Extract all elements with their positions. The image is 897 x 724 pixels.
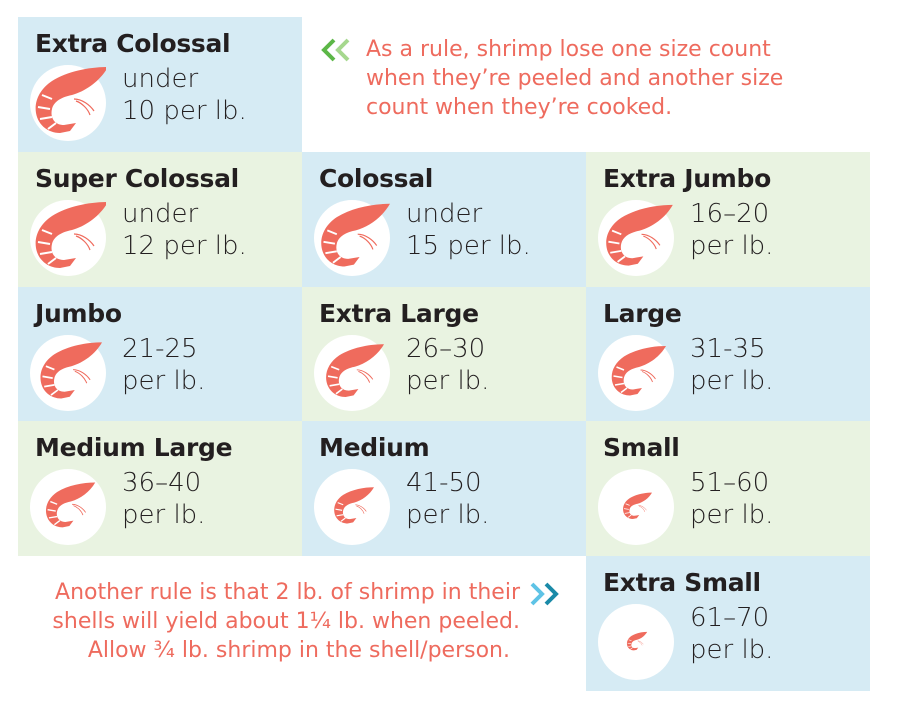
double-chevron-right-icon xyxy=(528,582,564,610)
size-cell-medium: Medium 41-50 per lb. xyxy=(302,421,586,556)
shrimp-icon xyxy=(30,469,106,545)
size-title: Super Colossal xyxy=(35,164,239,193)
shrimp-icon xyxy=(30,335,106,411)
size-title: Large xyxy=(603,299,682,328)
double-chevron-left-icon xyxy=(320,38,356,66)
size-cell-large: Large 31-35 per lb. xyxy=(586,287,870,422)
size-title: Medium xyxy=(319,433,430,462)
size-count: 31-35 per lb. xyxy=(690,334,774,396)
size-title: Extra Jumbo xyxy=(603,164,771,193)
size-title: Extra Large xyxy=(319,299,479,328)
size-count: under 12 per lb. xyxy=(122,199,247,261)
size-count: under 10 per lb. xyxy=(122,64,247,126)
shrimp-icon xyxy=(598,200,674,276)
shrimp-icon xyxy=(314,335,390,411)
yield-note: Another rule is that 2 lb. of shrimp in … xyxy=(52,580,520,663)
shrimp-icon xyxy=(30,65,106,141)
size-count: under 15 per lb. xyxy=(406,199,531,261)
shrimp-icon xyxy=(314,200,390,276)
size-count: 41-50 per lb. xyxy=(406,468,490,530)
size-cell-jumbo: Jumbo 21-25 per lb. xyxy=(18,287,302,422)
size-title: Extra Small xyxy=(603,568,761,597)
size-cell-small: Small 51–60 per lb. xyxy=(586,421,870,556)
size-cell-extra-jumbo: Extra Jumbo 16–20 per lb. xyxy=(586,152,870,287)
size-cell-extra-colossal: Extra Colossal under 10 per lb. xyxy=(18,17,302,152)
size-title: Colossal xyxy=(319,164,434,193)
size-title: Extra Colossal xyxy=(35,29,231,58)
size-count: 61–70 per lb. xyxy=(690,603,774,665)
size-count: 26–30 per lb. xyxy=(406,334,490,396)
shrimp-icon xyxy=(598,335,674,411)
size-count: 16–20 per lb. xyxy=(690,199,774,261)
shrimp-icon xyxy=(314,469,390,545)
size-count: 51–60 per lb. xyxy=(690,468,774,530)
size-title: Small xyxy=(603,433,680,462)
size-cell-extra-large: Extra Large 26–30 per lb. xyxy=(302,287,586,422)
peeling-size-note: As a rule, shrimp lose one size count wh… xyxy=(366,37,784,120)
size-cell-extra-small: Extra Small 61–70 per lb. xyxy=(586,556,870,691)
shrimp-icon xyxy=(598,604,674,680)
size-cell-colossal: Colossal under 15 per lb. xyxy=(302,152,586,287)
size-count: 36–40 per lb. xyxy=(122,468,206,530)
size-title: Medium Large xyxy=(35,433,233,462)
size-title: Jumbo xyxy=(35,299,122,328)
size-cell-medium-large: Medium Large 36–40 per lb. xyxy=(18,421,302,556)
shrimp-icon xyxy=(598,469,674,545)
size-cell-super-colossal: Super Colossal under 12 per lb. xyxy=(18,152,302,287)
shrimp-icon xyxy=(30,200,106,276)
size-count: 21-25 per lb. xyxy=(122,334,206,396)
